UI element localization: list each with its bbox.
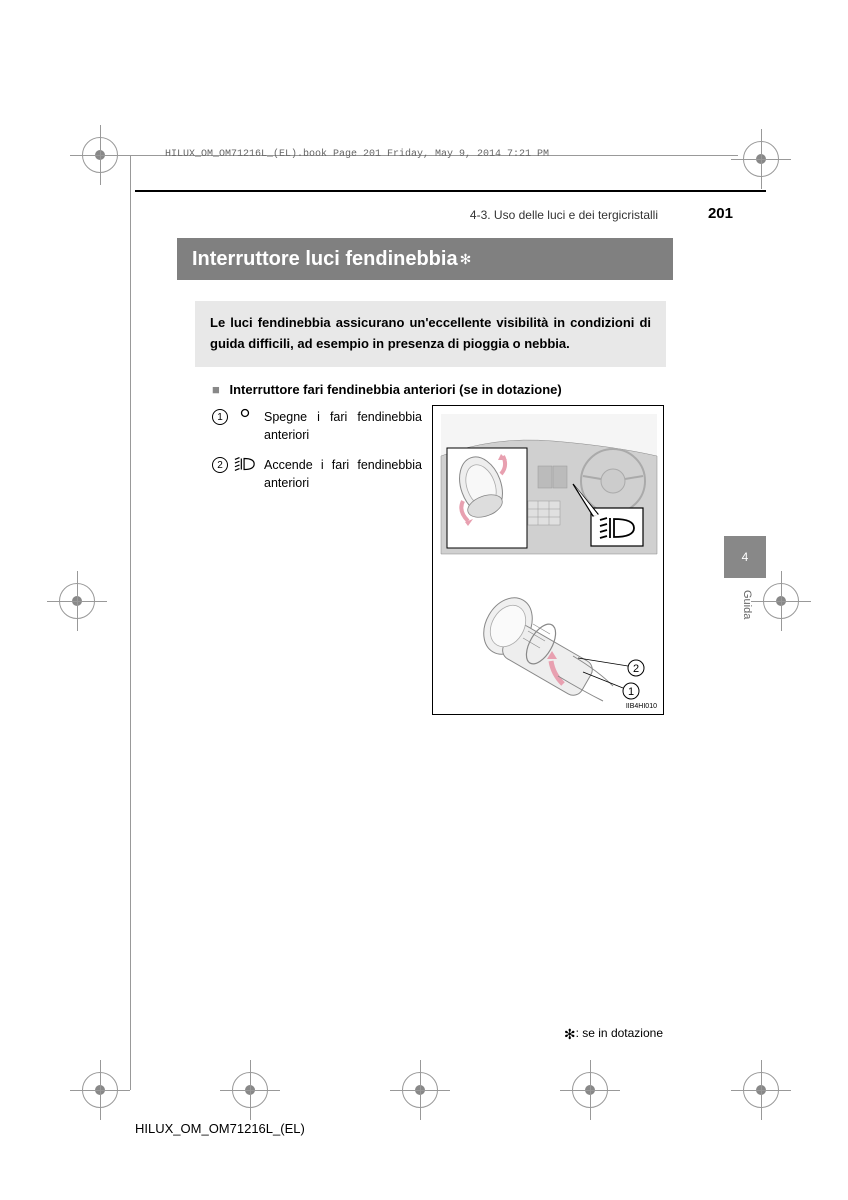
list-text-1: Spegne i fari fendinebbia anteriori (264, 408, 422, 444)
subsection-text: Interruttore fari fendinebbia anteriori … (229, 382, 561, 397)
crop-mark-mid-left (52, 576, 102, 626)
svg-text:2: 2 (633, 663, 639, 675)
footnote-text: : se in dotazione (576, 1026, 663, 1040)
subsection-heading: ■ Interruttore fari fendinebbia anterior… (212, 382, 562, 397)
page-number: 201 (708, 205, 733, 222)
svg-text:1: 1 (628, 686, 634, 698)
print-border-left (130, 155, 131, 1090)
chapter-label: Guida (741, 590, 753, 619)
crop-mark-bot-3 (395, 1065, 445, 1115)
footnote-asterisk: ✻ (564, 1026, 576, 1042)
illustration-code: IIB4HI010 (626, 703, 657, 710)
book-header-info: HILUX_OM_OM71216L_(EL).book Page 201 Fri… (165, 149, 549, 160)
off-icon (234, 408, 256, 418)
crop-mark-bot-2 (225, 1065, 275, 1115)
chapter-number: 4 (742, 550, 749, 564)
crop-mark-top-left (75, 130, 125, 180)
crop-mark-top-right (736, 134, 786, 184)
instruction-list: 1 Spegne i fari fendinebbia anteriori 2 … (212, 408, 422, 505)
list-text-2: Accende i fari fendinebbia anteriori (264, 456, 422, 492)
crop-mark-bot-right (736, 1065, 786, 1115)
crop-mark-bot-left (75, 1065, 125, 1115)
title-asterisk: ✻ (460, 251, 472, 268)
footnote: ✻: se in dotazione (564, 1026, 663, 1043)
chapter-tab: 4 (724, 536, 766, 578)
footer-code: HILUX_OM_OM71216L_(EL) (135, 1121, 305, 1136)
header-divider (135, 190, 766, 192)
illustration-box: 2 1 IIB4HI010 (432, 405, 664, 715)
fog-light-icon (234, 456, 256, 472)
crop-mark-mid-right (756, 576, 806, 626)
crop-mark-bot-4 (565, 1065, 615, 1115)
list-number-1: 1 (212, 409, 228, 425)
section-label: 4-3. Uso delle luci e dei tergicristalli (470, 208, 658, 222)
title-bar: Interruttore luci fendinebbia ✻ (177, 238, 673, 280)
list-number-2: 2 (212, 457, 228, 473)
square-marker-icon: ■ (212, 382, 220, 397)
list-item: 1 Spegne i fari fendinebbia anteriori (212, 408, 422, 444)
intro-box: Le luci fendinebbia assicurano un'eccell… (195, 301, 666, 367)
list-item: 2 Accende i fari fendinebbia anteriori (212, 456, 422, 492)
title-text: Interruttore luci fendinebbia (192, 248, 458, 271)
